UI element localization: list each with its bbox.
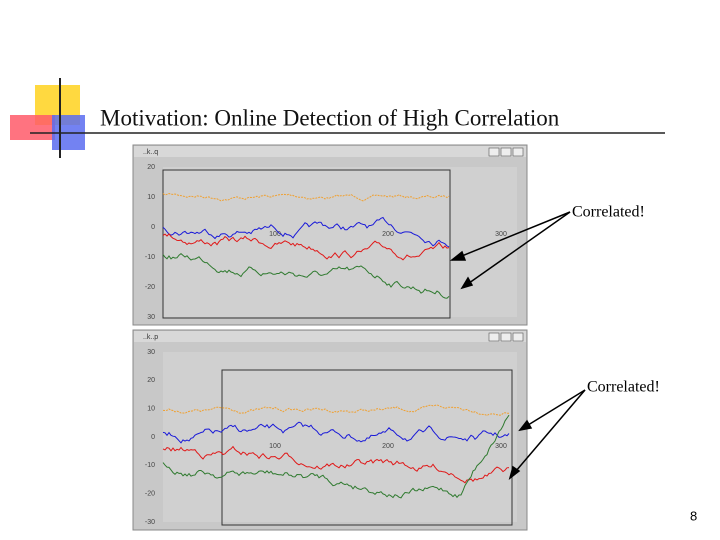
signal-line [162,233,450,261]
y-axis-label: -20 [145,284,155,291]
signal-line [162,414,510,499]
y-axis-label: -10 [145,254,155,261]
signal-line [162,445,510,484]
y-axis-label: -30 [145,519,155,526]
x-axis-label: 300 [495,231,507,238]
window-caption: ..k..q [143,149,158,156]
y-axis-label: -10 [145,462,155,469]
window-button [488,147,500,157]
arrow [509,389,586,479]
title-bar [134,146,526,157]
signal-line [162,404,509,417]
y-axis-label: -20 [145,491,155,498]
callout: Correlated! [587,379,660,396]
page-number: 8 [690,508,697,523]
y-axis-label: 30 [147,349,155,356]
x-axis-label: 100 [269,443,281,450]
window-caption: ..k..p [143,334,158,341]
callout: Correlated! [572,204,645,221]
arrows [449,211,586,480]
arrow-head [460,276,474,290]
y-axis-label: 0 [151,224,155,231]
signal-line [162,421,510,444]
x-axis-label: 100 [269,231,281,238]
highlight-box [162,169,451,319]
x-axis-label: 200 [382,443,394,450]
y-axis-label: 10 [147,406,155,413]
arrow-head [449,250,467,261]
window-button [488,332,500,342]
x-axis-label: 300 [495,443,507,450]
signal-line [162,252,450,299]
deco-red [10,115,55,140]
arrow-head [508,465,521,480]
window-button [512,147,524,157]
arrow-head [518,419,533,432]
y-axis-label: 30 [147,314,155,321]
x-axis-label: 200 [382,231,394,238]
arrow [461,211,571,289]
title-bar [134,331,526,342]
arrow [451,211,571,261]
signal-line [162,216,450,248]
slide-title: Motivation: Online Detection of High Cor… [100,105,560,130]
y-axis-label: 10 [147,194,155,201]
arrow [519,389,586,431]
y-axis-label: 0 [151,434,155,441]
y-axis-label: 20 [147,164,155,171]
window-button [512,332,524,342]
highlight-box [221,369,513,526]
plot-bg [163,167,517,317]
y-axis-label: 20 [147,377,155,384]
plot-bg [163,352,517,522]
window-button [500,332,512,342]
window-button [500,147,512,157]
